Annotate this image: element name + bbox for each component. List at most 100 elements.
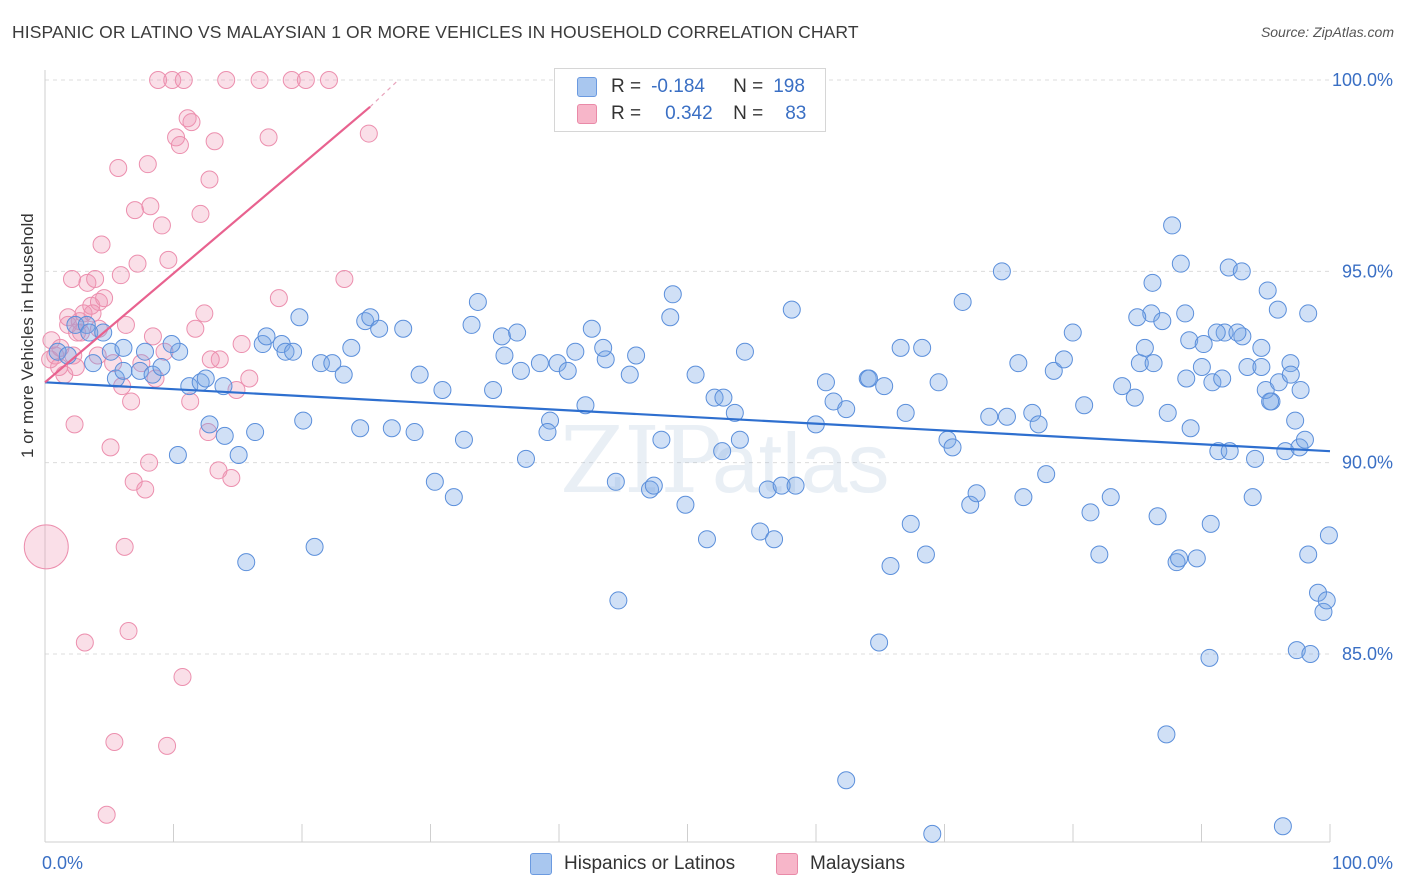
chart-title: HISPANIC OR LATINO VS MALAYSIAN 1 OR MOR… <box>12 22 859 42</box>
hispanic-point <box>1207 323 1226 342</box>
hispanic-point <box>1243 488 1262 507</box>
hispanic-point <box>652 430 671 449</box>
legend-row-hispanics: R = -0.184 N = 198 <box>577 73 805 101</box>
hispanic-point <box>576 396 595 415</box>
hispanic-point <box>492 327 511 346</box>
hispanic-point <box>1319 526 1338 545</box>
hispanic-point <box>1268 300 1287 319</box>
trend-lines <box>44 79 1331 453</box>
hispanic-point <box>294 411 313 430</box>
hispanic-point <box>859 369 878 388</box>
hispanic-point <box>462 315 481 334</box>
hispanic-point <box>1135 338 1154 357</box>
malaysian-point <box>62 269 81 288</box>
malaysian-point <box>319 71 338 89</box>
legend-item-hispanics[interactable]: Hispanics or Latinos <box>530 853 735 875</box>
hispanic-point <box>1261 392 1280 411</box>
hispanic-point <box>135 342 154 361</box>
hispanic-point <box>837 771 856 790</box>
hispanic-point <box>484 380 503 399</box>
hispanic-point <box>913 338 932 357</box>
hispanic-point <box>1144 354 1163 373</box>
hispanic-point <box>1252 358 1271 376</box>
watermark-zip: ZIP <box>560 407 722 514</box>
hispanic-point <box>1054 350 1073 369</box>
malaysian-point <box>191 204 210 223</box>
malaysian-point <box>83 304 102 323</box>
hispanic-point <box>1299 304 1318 323</box>
y-tick-label-2: 95.0% <box>1342 261 1393 281</box>
malaysian-point <box>181 392 200 411</box>
legend-n-value: 198 <box>773 76 805 97</box>
legend-n-label: N = <box>733 103 764 124</box>
hispanic-point <box>916 545 935 564</box>
hispanic-point <box>782 300 801 319</box>
malaysian-point <box>186 319 205 338</box>
hispanic-point <box>735 342 754 361</box>
hispanic-point <box>1299 545 1318 564</box>
hispanic-point <box>1215 323 1234 342</box>
hispanic-point <box>1171 254 1190 273</box>
hispanic-point <box>1276 442 1295 461</box>
hispanic-point <box>676 495 695 514</box>
malaysian-point <box>170 136 189 155</box>
hispanic-point <box>48 342 67 361</box>
malaysian-point <box>250 71 269 89</box>
legend-swatch-pink <box>577 104 597 124</box>
legend-item-malaysians[interactable]: Malaysians <box>776 853 905 875</box>
malaysian-point <box>155 342 174 361</box>
hispanic-point <box>697 530 716 549</box>
malaysian-point <box>109 159 128 178</box>
hispanic-point <box>997 407 1016 426</box>
malaysian-point <box>159 250 178 269</box>
hispanic-point <box>816 373 835 392</box>
hispanic-point <box>394 319 413 338</box>
malaysian-point <box>201 350 220 369</box>
hispanic-point <box>751 522 770 541</box>
hispanic-point <box>1029 415 1048 434</box>
hispanic-point <box>284 342 303 361</box>
malaysian-point <box>240 369 259 388</box>
hispanic-point <box>566 342 585 361</box>
hispanic-point <box>620 365 639 384</box>
malaysian-point <box>92 235 111 254</box>
y-tick-label-1: 90.0% <box>1342 453 1393 473</box>
malaysian-point <box>122 392 141 411</box>
hispanic-point <box>214 377 233 396</box>
hispanic-point <box>548 354 567 373</box>
y-axis-label: 1 or more Vehicles in Household <box>18 213 37 458</box>
hispanic-point <box>323 354 342 373</box>
malaysian-point <box>42 331 61 350</box>
hispanic-point <box>516 449 535 468</box>
hispanic-point <box>1258 281 1277 300</box>
malaysian-point <box>86 269 105 288</box>
hispanic-point <box>1273 817 1292 836</box>
stats-legend: R = -0.184 N = 198 R = 0.342 N = 83 <box>554 68 826 132</box>
malaysian-point <box>128 254 147 273</box>
malaysian-point <box>335 269 354 288</box>
malaysian-point <box>174 71 193 89</box>
hispanic-point <box>1194 335 1213 354</box>
hispanic-point <box>765 530 784 549</box>
hispanic-point <box>1081 503 1100 522</box>
hispanic-point <box>896 403 915 422</box>
malaysian-point <box>282 71 301 89</box>
hispanic-point <box>837 400 856 419</box>
malaysian-point <box>149 71 168 89</box>
hispanic-point <box>405 423 424 442</box>
hispanic-point <box>1023 403 1042 422</box>
malaysian-point <box>232 335 251 354</box>
malaysians-trend-line <box>44 105 371 384</box>
hispanic-point <box>1157 725 1176 744</box>
malaysian-point <box>209 461 228 480</box>
hispanic-point <box>1246 449 1265 468</box>
hispanic-point <box>1009 354 1028 373</box>
hispanic-point <box>1148 507 1167 526</box>
hispanic-point <box>713 442 732 461</box>
hispanic-point <box>596 350 615 369</box>
hispanic-point <box>758 480 777 499</box>
malaysian-point <box>104 354 123 373</box>
malaysian-point <box>269 289 288 308</box>
hispanics-points <box>48 216 1338 843</box>
legend-row-malaysians: R = 0.342 N = 83 <box>577 100 806 128</box>
